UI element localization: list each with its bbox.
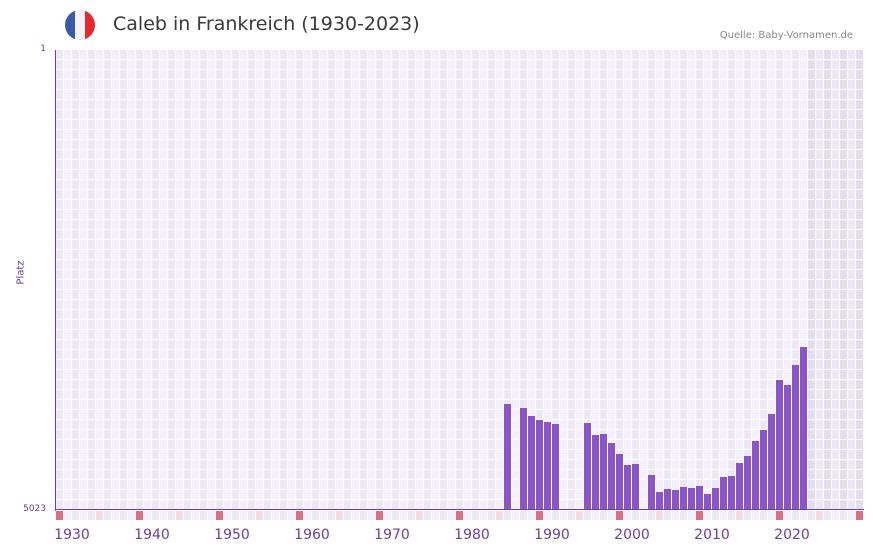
bar-2012[interactable] xyxy=(712,487,719,510)
y-tick-top: 1 xyxy=(40,44,46,54)
x-tick-label: 1940 xyxy=(134,527,170,543)
bar-2021[interactable] xyxy=(784,384,791,510)
bar-1999[interactable] xyxy=(608,442,615,510)
x-tick-label: 1970 xyxy=(374,527,410,543)
x-tick-label: 2000 xyxy=(614,527,650,543)
bar-2018[interactable] xyxy=(760,429,767,510)
bar-2023[interactable] xyxy=(800,346,807,510)
bar-1988[interactable] xyxy=(520,407,527,510)
x-tick-label: 1960 xyxy=(294,527,330,543)
bar-2004[interactable] xyxy=(648,474,655,510)
france-flag-icon xyxy=(65,10,95,40)
bar-2013[interactable] xyxy=(720,476,727,510)
y-axis-line xyxy=(55,50,56,511)
x-tick-label: 1950 xyxy=(214,527,250,543)
decade-markers xyxy=(56,511,863,520)
bar-2019[interactable] xyxy=(768,414,775,510)
bar-1991[interactable] xyxy=(544,421,551,510)
bar-2011[interactable] xyxy=(704,493,711,510)
bar-1998[interactable] xyxy=(600,433,607,510)
x-tick-label: 2020 xyxy=(774,527,810,543)
x-tick-label: 1990 xyxy=(534,527,570,543)
bar-1989[interactable] xyxy=(528,415,535,510)
bar-2020[interactable] xyxy=(776,380,783,510)
y-tick-bottom: 5023 xyxy=(23,504,46,514)
bar-2017[interactable] xyxy=(752,440,759,510)
bar-2006[interactable] xyxy=(664,488,671,510)
flag-red-stripe xyxy=(85,10,95,40)
bar-2000[interactable] xyxy=(616,453,623,510)
bar-2016[interactable] xyxy=(744,455,751,510)
chart-title: Caleb in Frankreich (1930-2023) xyxy=(113,13,420,35)
bar-2022[interactable] xyxy=(792,365,799,510)
source-credit: Quelle: Baby-Vornamen.de xyxy=(719,30,853,41)
bar-2014[interactable] xyxy=(728,475,735,510)
x-tick-label: 1980 xyxy=(454,527,490,543)
flag-white-stripe xyxy=(75,10,85,40)
x-tick-label: 2010 xyxy=(694,527,730,543)
bar-2009[interactable] xyxy=(688,487,695,510)
bar-2015[interactable] xyxy=(736,462,743,510)
bar-1997[interactable] xyxy=(592,434,599,510)
bar-1996[interactable] xyxy=(584,422,591,510)
bar-2007[interactable] xyxy=(672,489,679,510)
flag-blue-stripe xyxy=(65,10,75,40)
bar-1992[interactable] xyxy=(552,423,559,510)
x-axis-line xyxy=(55,509,864,510)
y-axis-label: Platz xyxy=(15,260,27,285)
bar-2002[interactable] xyxy=(632,463,639,510)
bar-1986[interactable] xyxy=(504,404,511,510)
bar-2001[interactable] xyxy=(624,464,631,510)
bar-2008[interactable] xyxy=(680,486,687,510)
bar-1990[interactable] xyxy=(536,419,543,510)
bar-2010[interactable] xyxy=(696,485,703,510)
bar-2005[interactable] xyxy=(656,491,663,510)
x-tick-label: 1930 xyxy=(54,527,90,543)
bars-container xyxy=(56,50,864,510)
